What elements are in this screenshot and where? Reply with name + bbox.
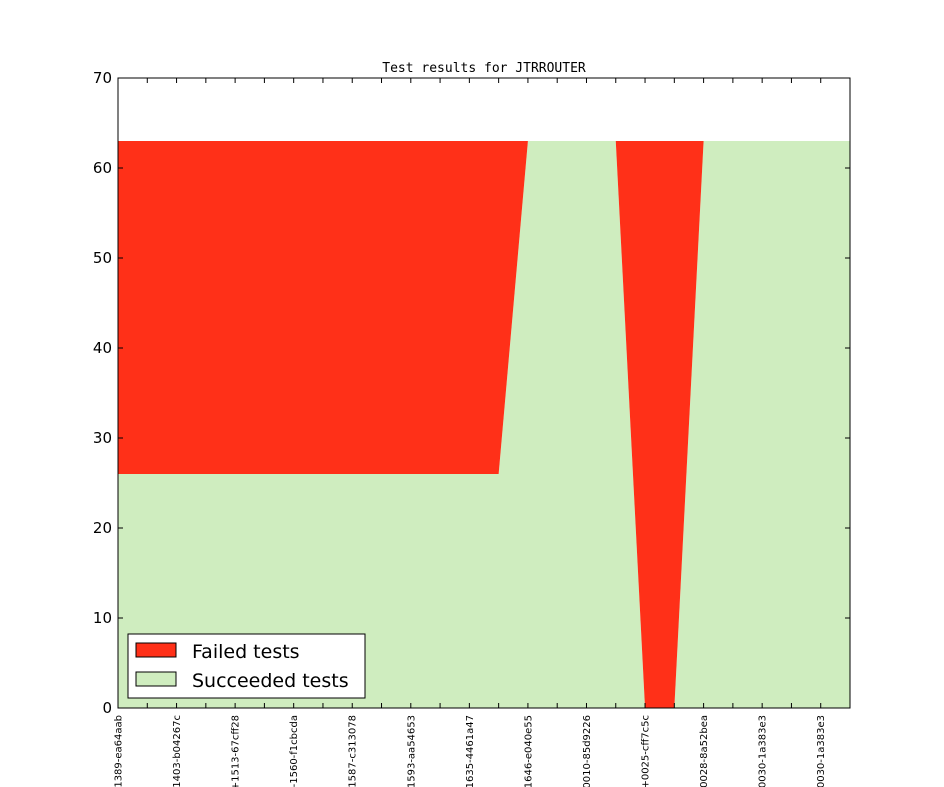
y-tick-label: 20 bbox=[93, 519, 112, 537]
x-tick-label: 1389-ea64aab bbox=[114, 715, 125, 787]
x-tick-label: 0028-8a52bea bbox=[699, 715, 710, 787]
plot-areas bbox=[118, 141, 850, 708]
y-tick-label: 50 bbox=[93, 249, 112, 267]
x-tick-label: 1593-aa54653 bbox=[406, 715, 417, 787]
x-tick-label: 0030-1a383e3 bbox=[816, 715, 827, 787]
x-tick-label: 0010-85d9226 bbox=[582, 715, 593, 787]
series-area-succeeded bbox=[118, 141, 850, 708]
plot-frame bbox=[117, 77, 851, 709]
series-area-failed bbox=[118, 141, 850, 708]
x-axis: 1389-ea64aab 1403-b04267c +1513-67cff28 -15… bbox=[114, 78, 827, 787]
x-tick-label: 1403-b04267c bbox=[172, 715, 183, 787]
y-tick-label: 10 bbox=[93, 609, 112, 627]
x-tick-label: 0030-1a383e3 bbox=[758, 715, 769, 787]
y-axis: 0 10 20 30 40 50 60 70 bbox=[93, 69, 850, 717]
x-tick-label: -1560-f1cbcda bbox=[289, 715, 300, 787]
legend: Failed tests Succeeded tests bbox=[127, 633, 366, 699]
x-tick-label: 1587-c313078 bbox=[348, 715, 359, 787]
x-tick-label: +1513-67cff28 bbox=[231, 715, 242, 787]
y-tick-label: 70 bbox=[93, 69, 112, 87]
chart-title: Test results for JTRROUTER bbox=[382, 61, 586, 76]
legend-swatch-failed bbox=[135, 642, 177, 658]
y-tick-label: 30 bbox=[93, 429, 112, 447]
x-tick-label: 1635-4461a47 bbox=[465, 715, 476, 787]
legend-swatch-succeeded bbox=[135, 671, 177, 687]
x-tick-label: 1646-e040e55 bbox=[523, 715, 534, 787]
y-tick-label: 40 bbox=[93, 339, 112, 357]
legend-label-succeeded: Succeeded tests bbox=[192, 670, 349, 692]
y-tick-label: 60 bbox=[93, 159, 112, 177]
y-tick-label: 0 bbox=[102, 699, 112, 717]
x-tick-label: +0025-cff7c5c bbox=[641, 715, 652, 787]
legend-label-failed: Failed tests bbox=[192, 641, 300, 663]
